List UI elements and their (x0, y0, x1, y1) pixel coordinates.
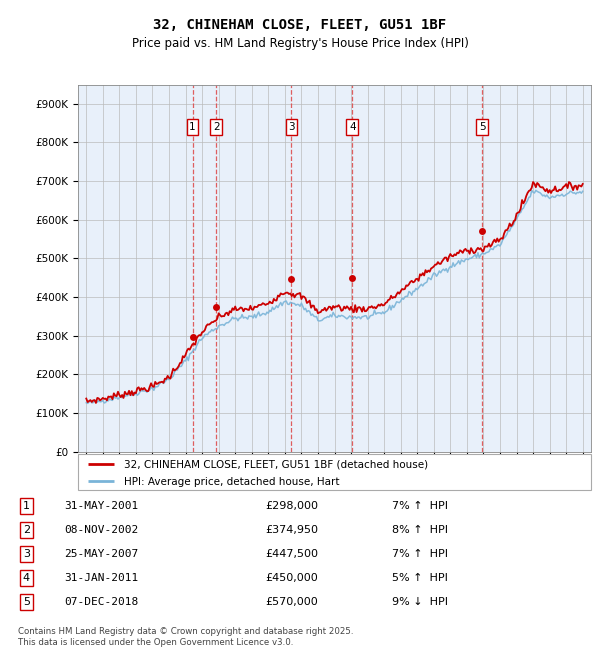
Text: 31-MAY-2001: 31-MAY-2001 (64, 501, 138, 511)
Text: 9% ↓  HPI: 9% ↓ HPI (392, 597, 448, 607)
Text: HPI: Average price, detached house, Hart: HPI: Average price, detached house, Hart (124, 477, 340, 487)
Text: 3: 3 (288, 122, 295, 132)
Text: 7% ↑  HPI: 7% ↑ HPI (392, 501, 448, 511)
Text: 4: 4 (23, 573, 30, 583)
Text: £298,000: £298,000 (265, 501, 319, 511)
Text: 3: 3 (23, 549, 30, 559)
Text: £447,500: £447,500 (265, 549, 319, 559)
FancyBboxPatch shape (78, 454, 591, 490)
Text: 07-DEC-2018: 07-DEC-2018 (64, 597, 138, 607)
Text: 1: 1 (189, 122, 196, 132)
Text: 5: 5 (23, 597, 30, 607)
Text: £450,000: £450,000 (265, 573, 318, 583)
Text: 2: 2 (23, 525, 30, 535)
Text: 4: 4 (349, 122, 356, 132)
Text: 5% ↑  HPI: 5% ↑ HPI (392, 573, 448, 583)
Text: 32, CHINEHAM CLOSE, FLEET, GU51 1BF: 32, CHINEHAM CLOSE, FLEET, GU51 1BF (154, 18, 446, 32)
Text: 8% ↑  HPI: 8% ↑ HPI (392, 525, 448, 535)
Text: 31-JAN-2011: 31-JAN-2011 (64, 573, 138, 583)
Text: 32, CHINEHAM CLOSE, FLEET, GU51 1BF (detached house): 32, CHINEHAM CLOSE, FLEET, GU51 1BF (det… (124, 460, 428, 469)
Text: £374,950: £374,950 (265, 525, 319, 535)
Text: Price paid vs. HM Land Registry's House Price Index (HPI): Price paid vs. HM Land Registry's House … (131, 37, 469, 50)
Text: 08-NOV-2002: 08-NOV-2002 (64, 525, 138, 535)
Text: 7% ↑  HPI: 7% ↑ HPI (392, 549, 448, 559)
Text: Contains HM Land Registry data © Crown copyright and database right 2025.
This d: Contains HM Land Registry data © Crown c… (18, 627, 353, 647)
Text: 2: 2 (213, 122, 220, 132)
Text: 25-MAY-2007: 25-MAY-2007 (64, 549, 138, 559)
Text: 1: 1 (23, 501, 30, 511)
Text: 5: 5 (479, 122, 485, 132)
Text: £570,000: £570,000 (265, 597, 318, 607)
